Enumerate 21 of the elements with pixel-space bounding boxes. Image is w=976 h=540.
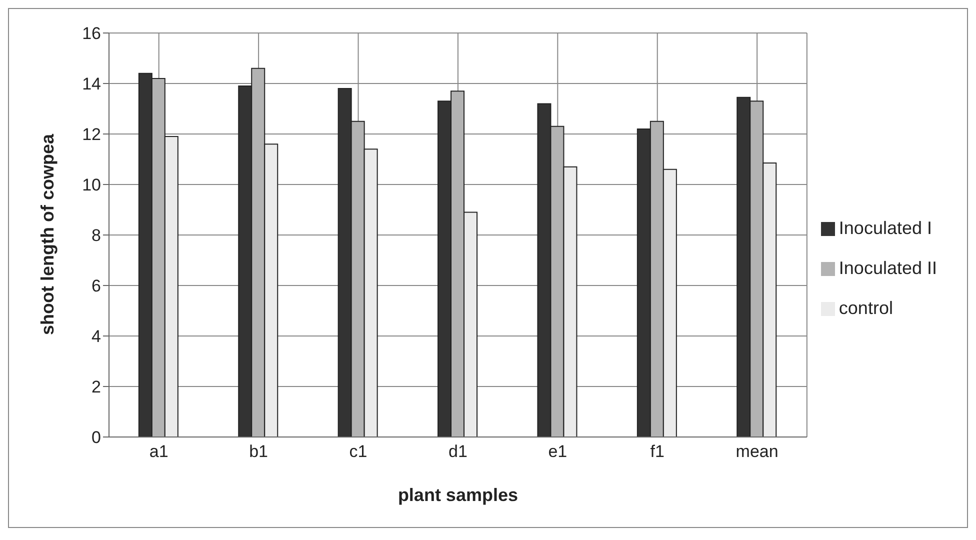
- x-tick-label: f1: [650, 442, 664, 462]
- legend-label: Inoculated I: [838, 218, 932, 238]
- x-tick-label: a1: [149, 442, 168, 462]
- x-tick-label: c1: [349, 442, 368, 462]
- y-tick-label: 10: [82, 176, 101, 195]
- legend-label: Inoculated II: [838, 258, 937, 278]
- y-tick-label: 12: [82, 125, 101, 144]
- x-tick-label: d1: [448, 442, 468, 462]
- x-axis-title: plant samples: [398, 485, 518, 505]
- y-tick-label: 14: [82, 74, 101, 94]
- x-tick-label: mean: [736, 442, 778, 462]
- x-tick-label: b1: [249, 442, 268, 462]
- y-tick-label: 6: [92, 276, 101, 296]
- y-axis-title: shoot length of cowpea: [37, 133, 58, 335]
- y-tick-label: 8: [92, 226, 101, 246]
- y-tick-label: 2: [92, 378, 101, 397]
- y-tick-label: 4: [92, 327, 101, 346]
- legend-label: control: [838, 298, 893, 318]
- y-tick-label: 0: [92, 428, 101, 448]
- x-tick-label: e1: [548, 442, 568, 462]
- y-tick-label: 16: [82, 24, 101, 44]
